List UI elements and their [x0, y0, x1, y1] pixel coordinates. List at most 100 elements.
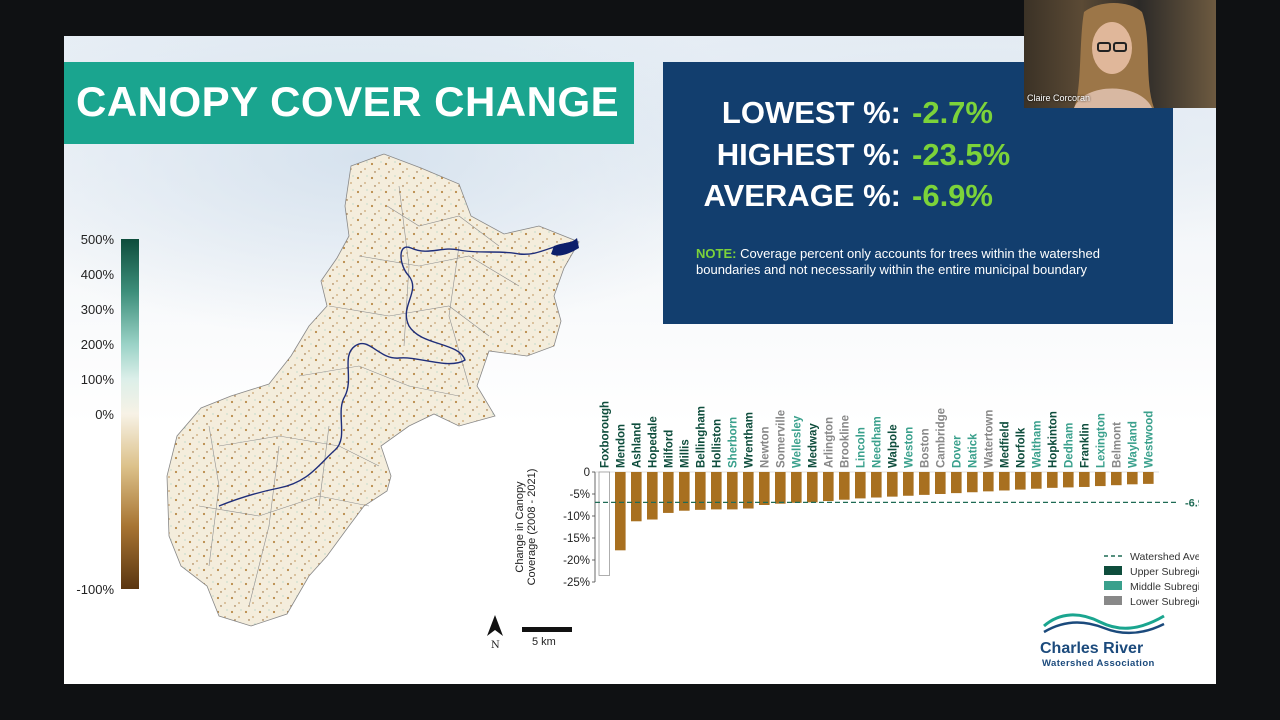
bar: [1111, 472, 1122, 486]
y-tick-label: -5%: [570, 489, 590, 501]
category-label: Lincoln: [855, 427, 867, 468]
category-label: Walpole: [887, 424, 899, 468]
bar: [935, 472, 946, 494]
bar: [983, 472, 994, 492]
scale-bar: [522, 627, 572, 632]
category-label: Arlington: [823, 417, 835, 468]
category-label: Lexington: [1095, 413, 1107, 468]
category-label: Ashland: [631, 423, 643, 468]
bar: [759, 472, 770, 505]
bar: [887, 472, 898, 497]
category-label: Milford: [663, 430, 675, 468]
average-label: -6.9%: [1185, 497, 1199, 509]
bar: [631, 472, 642, 522]
category-label: Millis: [679, 439, 691, 468]
bar: [1079, 472, 1090, 487]
category-label: Watertown: [983, 410, 995, 468]
bar: [871, 472, 882, 498]
y-axis-label: Coverage (2008 - 2021): [526, 469, 538, 586]
category-label: Brookline: [839, 415, 851, 468]
bar: [1143, 472, 1154, 484]
category-label: Somerville: [775, 410, 787, 468]
watershed-map-svg: [166, 153, 580, 627]
category-label: Hopedale: [647, 416, 659, 468]
bar: [1047, 472, 1058, 488]
category-label: Norfolk: [1015, 427, 1027, 468]
bar: [647, 472, 658, 520]
stat-highest: HIGHEST %: -23.5%: [663, 137, 1173, 177]
slide-title: CANOPY COVER CHANGE: [76, 78, 620, 125]
category-label: Waltham: [1031, 421, 1043, 469]
bar: [807, 472, 818, 503]
bar: [615, 472, 626, 551]
bar: [791, 472, 802, 503]
legend-tick: 400%: [80, 267, 114, 282]
category-label: Dedham: [1063, 423, 1075, 468]
y-axis-label: Change in Canopy: [514, 481, 526, 573]
north-label: N: [491, 640, 500, 651]
bar: [823, 472, 834, 502]
bar: [679, 472, 690, 511]
category-label: Franklin: [1079, 423, 1091, 468]
river-wave-icon: [1043, 613, 1165, 635]
bar: [711, 472, 722, 510]
category-label: Newton: [759, 426, 771, 468]
bar: [598, 471, 611, 576]
y-tick-label: -25%: [563, 577, 590, 589]
legend-label: Lower Subregion: [1130, 596, 1199, 608]
bar: [1063, 472, 1074, 488]
presenter-video: [1074, 3, 1154, 108]
legend-label: Upper Subregion: [1130, 566, 1199, 578]
stat-label: AVERAGE %:: [703, 178, 901, 213]
stat-label: HIGHEST %:: [716, 137, 901, 172]
stat-value: -2.7%: [912, 95, 993, 130]
y-tick-label: -10%: [563, 511, 590, 523]
bar: [727, 472, 738, 510]
legend-tick: 300%: [80, 302, 114, 317]
legend-swatch: [1104, 581, 1122, 590]
category-label: Wrentham: [743, 412, 755, 468]
bar: [695, 472, 706, 510]
bar: [967, 472, 978, 493]
stat-average: AVERAGE %: -6.9%: [663, 178, 1173, 218]
legend-tick: -100%: [76, 582, 114, 597]
category-label: Foxborough: [599, 401, 611, 468]
category-label: Weston: [903, 427, 915, 468]
bar: [855, 472, 866, 499]
stat-value: -23.5%: [912, 137, 1011, 172]
color-ramp-legend: [121, 239, 139, 589]
participant-name: Claire Corcoran: [1027, 93, 1091, 103]
category-label: Hopkinton: [1047, 411, 1059, 468]
category-label: Cambridge: [935, 408, 947, 468]
scale-label: 5 km: [532, 636, 556, 648]
category-label: Dover: [951, 435, 963, 468]
bar: [743, 472, 754, 509]
legend-tick: 500%: [80, 232, 114, 247]
legend-tick: 100%: [80, 372, 114, 387]
logo-line-1: Charles River: [1040, 640, 1144, 657]
bar: [999, 472, 1010, 491]
webcam-tile: Claire Corcoran: [1024, 0, 1216, 108]
note-text: Coverage percent only accounts for trees…: [696, 246, 1100, 277]
watershed-map: [159, 146, 589, 641]
north-arrow-icon: [487, 615, 503, 636]
legend-tick: 200%: [80, 337, 114, 352]
bar: [663, 472, 674, 513]
title-banner: CANOPY COVER CHANGE: [64, 62, 634, 144]
category-label: Natick: [967, 433, 979, 468]
stat-value: -6.9%: [912, 178, 993, 213]
y-tick-label: -20%: [563, 555, 590, 567]
y-tick-label: 0: [584, 467, 590, 479]
bar: [903, 472, 914, 496]
bar: [1127, 472, 1138, 485]
note-key: NOTE:: [696, 246, 737, 261]
category-label: Belmont: [1111, 422, 1123, 468]
bar: [1095, 472, 1106, 487]
category-label: Needham: [871, 416, 883, 468]
category-label: Medway: [807, 423, 819, 468]
category-label: Westwood: [1143, 411, 1155, 468]
cra-logo: Charles River Watershed Association: [1032, 608, 1182, 678]
bar: [951, 472, 962, 494]
category-label: Wellesley: [791, 415, 803, 468]
bar: [775, 472, 786, 504]
